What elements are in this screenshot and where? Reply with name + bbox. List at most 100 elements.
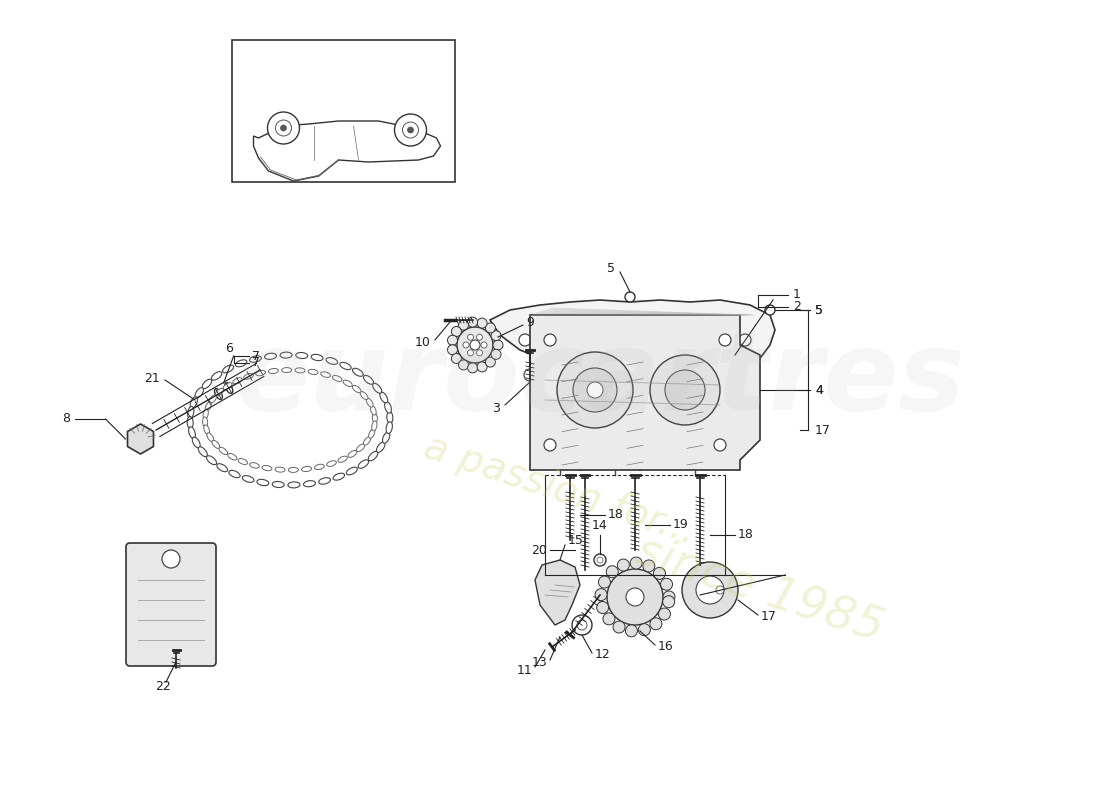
Text: 20: 20 [531, 543, 547, 557]
Circle shape [630, 557, 642, 569]
Ellipse shape [385, 402, 392, 413]
Ellipse shape [340, 362, 351, 370]
Circle shape [459, 360, 469, 370]
Circle shape [468, 334, 473, 340]
Ellipse shape [207, 456, 217, 465]
Circle shape [448, 335, 458, 346]
Ellipse shape [282, 367, 292, 373]
Ellipse shape [195, 388, 204, 398]
Circle shape [660, 578, 672, 590]
Ellipse shape [190, 397, 198, 408]
Ellipse shape [371, 406, 376, 415]
Text: eurocartres: eurocartres [234, 326, 966, 434]
Circle shape [714, 439, 726, 451]
Ellipse shape [202, 417, 208, 427]
Ellipse shape [319, 478, 330, 484]
Circle shape [613, 621, 625, 633]
Circle shape [470, 340, 480, 350]
Text: 11: 11 [516, 663, 532, 677]
Bar [232, 40, 455, 182]
Circle shape [732, 351, 739, 359]
Polygon shape [535, 560, 580, 625]
Ellipse shape [188, 427, 196, 438]
Circle shape [456, 327, 493, 363]
Circle shape [275, 120, 292, 136]
Text: 8: 8 [63, 413, 70, 426]
Circle shape [485, 323, 495, 333]
Ellipse shape [207, 433, 213, 442]
Ellipse shape [217, 464, 228, 472]
Circle shape [485, 357, 495, 367]
Circle shape [606, 566, 618, 578]
Circle shape [696, 576, 724, 604]
Ellipse shape [212, 441, 220, 449]
Circle shape [650, 618, 662, 630]
Circle shape [544, 334, 556, 346]
Text: 5: 5 [607, 262, 615, 275]
Circle shape [280, 125, 286, 131]
Ellipse shape [356, 444, 365, 451]
Ellipse shape [360, 391, 368, 399]
Circle shape [544, 439, 556, 451]
Circle shape [448, 345, 458, 354]
Text: 13: 13 [531, 657, 547, 670]
Ellipse shape [387, 411, 393, 423]
Ellipse shape [250, 462, 260, 468]
Ellipse shape [343, 380, 352, 386]
Text: 3: 3 [492, 402, 500, 414]
Ellipse shape [219, 447, 228, 454]
Circle shape [451, 326, 461, 337]
Circle shape [666, 370, 705, 410]
Text: 5: 5 [815, 303, 823, 317]
Circle shape [476, 334, 483, 340]
Circle shape [598, 576, 611, 588]
Circle shape [650, 355, 721, 425]
Ellipse shape [204, 410, 208, 419]
Ellipse shape [204, 425, 210, 434]
Ellipse shape [352, 386, 361, 393]
Text: 21: 21 [144, 371, 159, 385]
Circle shape [587, 382, 603, 398]
Circle shape [468, 350, 473, 356]
Ellipse shape [238, 458, 248, 465]
Ellipse shape [257, 479, 268, 486]
Ellipse shape [264, 354, 276, 359]
Circle shape [729, 364, 741, 376]
Ellipse shape [295, 368, 305, 373]
Text: 17: 17 [815, 423, 830, 437]
Circle shape [596, 602, 608, 614]
FancyBboxPatch shape [126, 543, 216, 666]
Polygon shape [253, 121, 440, 181]
Circle shape [682, 562, 738, 618]
Ellipse shape [308, 370, 318, 374]
Text: 9: 9 [526, 317, 534, 330]
Circle shape [653, 567, 666, 579]
Circle shape [477, 362, 487, 372]
Ellipse shape [268, 369, 278, 374]
Circle shape [407, 127, 414, 133]
Ellipse shape [275, 467, 285, 472]
Circle shape [395, 114, 427, 146]
Circle shape [267, 112, 299, 144]
Circle shape [716, 586, 724, 594]
Text: 18: 18 [738, 529, 754, 542]
Ellipse shape [288, 467, 298, 473]
Text: 14: 14 [592, 519, 608, 532]
Text: 1: 1 [793, 289, 801, 302]
Ellipse shape [224, 382, 233, 394]
Circle shape [626, 625, 637, 637]
Circle shape [626, 588, 644, 606]
Circle shape [642, 560, 654, 572]
Ellipse shape [288, 482, 300, 488]
Ellipse shape [373, 383, 382, 394]
Ellipse shape [386, 422, 393, 434]
Text: 2: 2 [793, 301, 801, 314]
Ellipse shape [373, 413, 377, 423]
Circle shape [468, 363, 477, 373]
Circle shape [519, 334, 531, 346]
Text: 17: 17 [761, 610, 777, 623]
Circle shape [764, 305, 776, 315]
Circle shape [481, 342, 487, 348]
Ellipse shape [262, 466, 272, 470]
Circle shape [625, 292, 635, 302]
